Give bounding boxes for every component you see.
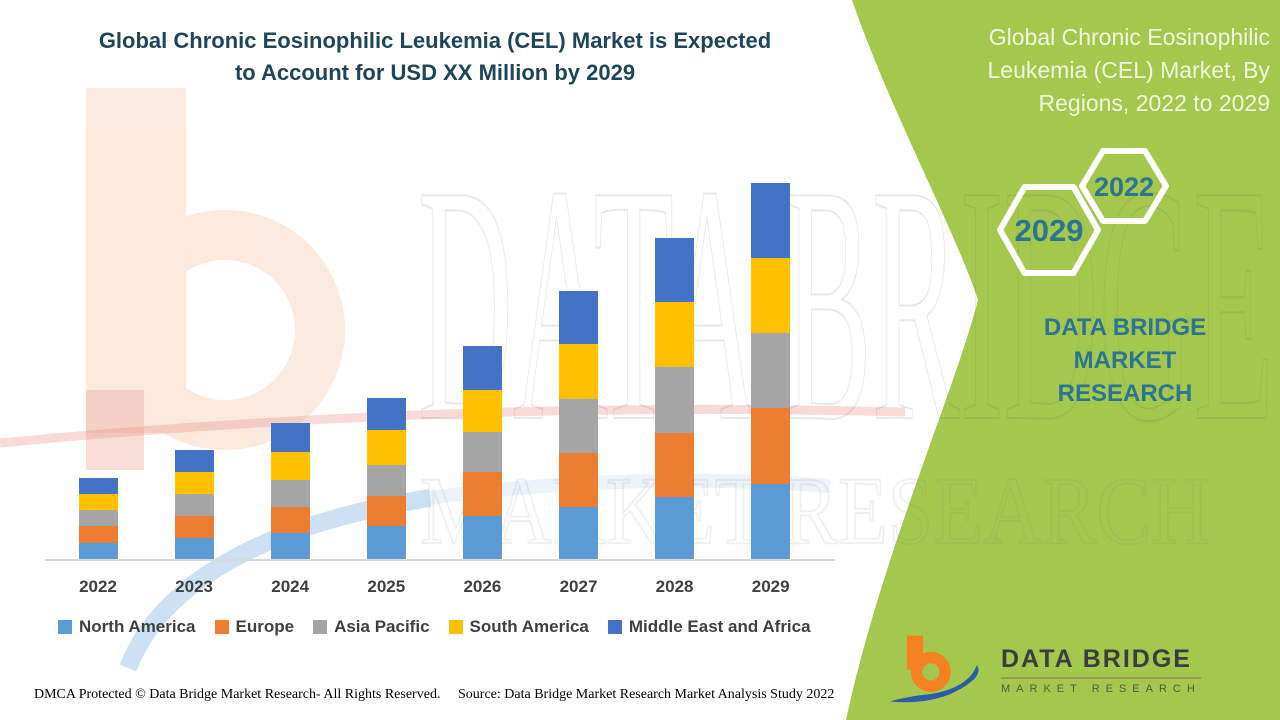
page-title-line1: Global Chronic Eosinophilic Leukemia (CE… [98,28,772,53]
bar-2028 [655,238,695,560]
bar-segment-asia-pacific-2025 [366,465,406,496]
bar-2024 [270,423,310,560]
legend-swatch-south-america [448,620,463,634]
bar-segment-north-america-2027 [559,507,598,560]
bar-segment-europe-2025 [366,496,406,526]
bar-2022 [78,478,118,560]
company-logo-subtitle: MARKET RESEARCH [1001,683,1201,695]
x-axis-label-2028: 2028 [655,577,694,596]
bar-segment-south-america-2026 [462,390,502,432]
x-axis-label-2026: 2026 [463,577,502,596]
brand-text: DATA BRIDGE MARKET RESEARCH [1000,311,1250,410]
footer-dmca-text: DMCA Protected © Data Bridge Market Rese… [34,687,441,702]
legend-swatch-europe [214,620,229,634]
x-axis-label-2029: 2029 [751,577,790,596]
legend-label-south-america: South America [469,617,589,636]
bar-segment-europe-2027 [559,453,598,507]
bar-segment-asia-pacific-2028 [655,367,695,433]
bar-segment-europe-2028 [655,433,695,497]
bar-segment-asia-pacific-2022 [78,510,118,526]
bar-segment-north-america-2025 [366,526,406,560]
bar-segment-middle-east-and-africa-2024 [270,423,310,452]
company-logo-icon [889,635,979,703]
bar-segment-middle-east-and-africa-2029 [751,183,791,258]
legend-item-south-america: South America [448,617,589,637]
legend-label-europe: Europe [235,617,295,636]
bar-segment-asia-pacific-2029 [751,333,791,408]
legend-swatch-middle-east-and-africa [607,620,622,634]
bar-segment-middle-east-and-africa-2025 [366,398,406,430]
bar-2027 [559,291,598,560]
bar-segment-europe-2029 [751,408,791,484]
legend-item-north-america: North America [58,617,196,637]
page-title: Global Chronic Eosinophilic Leukemia (CE… [40,25,830,89]
bar-2029 [751,183,791,560]
x-axis-label-2023: 2023 [175,577,213,596]
legend-item-middle-east-and-africa: Middle East and Africa [607,617,811,637]
bar-segment-north-america-2026 [462,516,502,560]
bar-2023 [174,450,214,560]
company-logo-name: DATA BRIDGE [1001,645,1201,679]
bar-segment-north-america-2023 [174,538,214,560]
bar-segment-south-america-2025 [366,430,406,465]
bar-segment-europe-2023 [174,516,214,538]
footer-source-text: Source: Data Bridge Market Research Mark… [458,687,835,702]
bar-segment-south-america-2023 [174,472,214,494]
bar-segment-north-america-2024 [270,533,310,560]
legend-swatch-asia-pacific [313,620,328,634]
company-logo: DATA BRIDGE MARKET RESEARCH [886,630,1201,710]
legend-swatch-north-america [58,620,72,634]
bar-segment-middle-east-and-africa-2023 [174,450,214,472]
bar-segment-middle-east-and-africa-2027 [559,291,598,344]
x-axis-label-2022: 2022 [79,577,117,596]
bar-segment-north-america-2029 [751,484,791,560]
bar-segment-middle-east-and-africa-2022 [78,478,118,494]
bar-segment-asia-pacific-2023 [174,494,214,516]
bar-segment-north-america-2028 [655,497,695,560]
bar-2025 [366,398,406,560]
bar-segment-europe-2022 [78,526,118,543]
bar-segment-europe-2026 [462,472,502,516]
brand-text-line2: RESEARCH [1057,380,1193,407]
panel-heading-line2: Leukemia (CEL) Market, By [987,57,1270,83]
bar-segment-europe-2024 [270,507,310,533]
panel-heading-line1: Global Chronic Eosinophilic [988,24,1270,50]
legend-label-asia-pacific: Asia Pacific [334,617,430,636]
brand-text-line1: DATA BRIDGE MARKET [1043,314,1207,374]
bar-segment-south-america-2029 [751,258,791,333]
bar-segment-south-america-2024 [270,452,310,480]
bar-segment-north-america-2022 [78,543,118,560]
bar-segment-asia-pacific-2026 [462,432,502,472]
bar-segment-middle-east-and-africa-2026 [462,346,502,390]
panel-heading-line3: Regions, 2022 to 2029 [1038,90,1270,116]
legend-label-north-america: North America [79,617,196,636]
x-axis-line [45,559,835,561]
x-axis-label-2027: 2027 [559,577,598,596]
bar-segment-asia-pacific-2024 [270,480,310,507]
legend-item-europe: Europe [214,617,295,637]
x-axis-label-2024: 2024 [271,577,310,596]
bar-segment-middle-east-and-africa-2028 [655,238,695,302]
page-title-line2: to Account for USD XX Million by 2029 [234,60,636,85]
x-axis-label-2025: 2025 [367,577,406,596]
chart-legend: North America Europe Asia Pacific South Ame… [58,617,811,637]
bar-2026 [462,346,502,560]
legend-label-middle-east-and-africa: Middle East and Africa [628,617,811,636]
bar-segment-south-america-2022 [78,494,118,510]
legend-item-asia-pacific: Asia Pacific [313,617,430,637]
panel-heading: Global Chronic Eosinophilic Leukemia (CE… [940,21,1270,120]
bar-segment-south-america-2027 [559,344,598,399]
bar-segment-south-america-2028 [655,302,695,367]
bar-segment-asia-pacific-2027 [559,399,598,453]
